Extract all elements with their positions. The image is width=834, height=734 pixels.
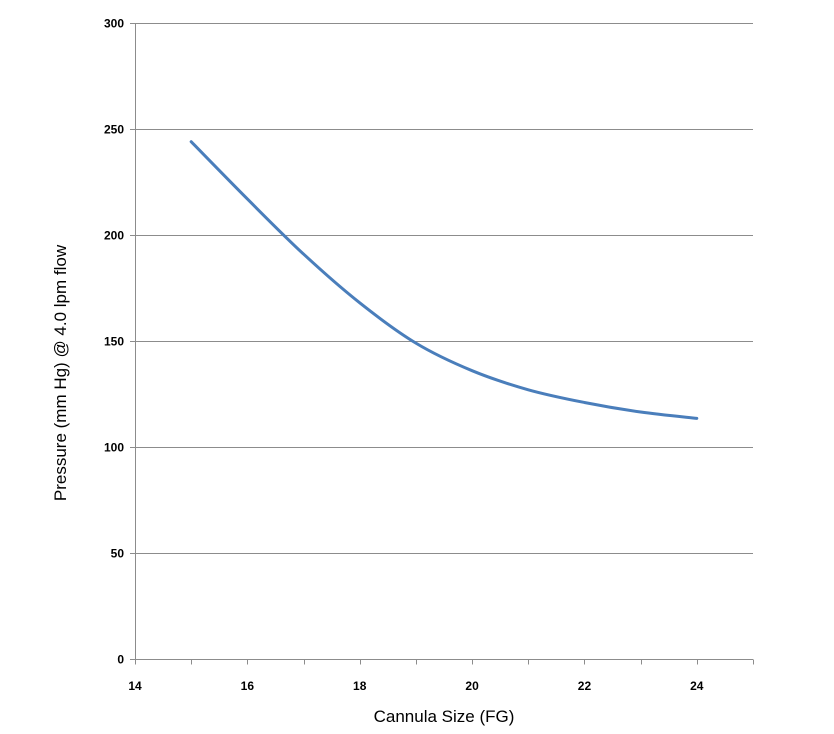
- y-tick-label-200: 200: [104, 229, 124, 243]
- x-tick-label-24: 24: [690, 679, 704, 693]
- y-tick-label-0: 0: [117, 653, 124, 667]
- series-line-0: [189, 140, 699, 420]
- y-tick-label-100: 100: [104, 441, 124, 455]
- x-axis-ticks: 14 16 18 20 22 24: [128, 659, 754, 693]
- y-tick-label-50: 50: [111, 547, 125, 561]
- x-tick-label-16: 16: [241, 679, 255, 693]
- x-tick-label-22: 22: [578, 679, 592, 693]
- y-tick-label-250: 250: [104, 123, 124, 137]
- gridlines: [135, 23, 753, 554]
- y-tick-label-300: 300: [104, 17, 124, 31]
- y-axis-title: Pressure (mm Hg) @ 4.0 lpm flow: [51, 244, 70, 501]
- x-axis-title: Cannula Size (FG): [374, 707, 515, 726]
- series-group: [189, 140, 699, 420]
- x-tick-label-14: 14: [128, 679, 142, 693]
- axes: [135, 23, 753, 660]
- y-tick-label-150: 150: [104, 335, 124, 349]
- y-axis-ticks: 0 50 100 150 200 250 300: [104, 17, 135, 667]
- x-tick-label-18: 18: [353, 679, 367, 693]
- x-tick-label-20: 20: [465, 679, 479, 693]
